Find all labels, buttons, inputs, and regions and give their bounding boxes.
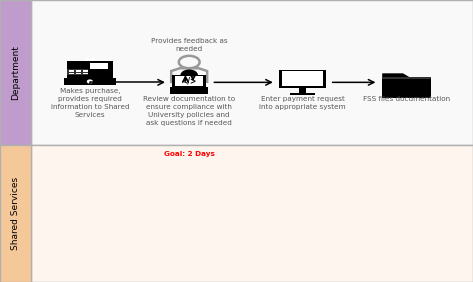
Bar [83,73,88,74]
Bar [85,58,95,61]
Bar [0,145,31,282]
Bar [31,0,473,145]
Text: FSS files documentation: FSS files documentation [363,96,450,102]
Bar [382,77,431,79]
Text: </>: </> [182,76,197,85]
Text: Enter payment request
into appropriate system: Enter payment request into appropriate s… [259,96,346,111]
Bar [69,70,74,72]
PathPatch shape [175,80,203,87]
Bar [382,78,431,98]
Bar [0,0,31,145]
Bar [31,145,473,282]
Bar [69,73,74,74]
Bar [290,93,315,95]
Bar [282,71,323,86]
Bar [76,70,81,72]
Bar [90,63,108,69]
Bar [172,75,206,87]
Bar [170,87,208,92]
Text: Provides feedback as
needed: Provides feedback as needed [151,38,228,52]
Text: Makes purchase,
provides required
information to Shared
Services: Makes purchase, provides required inform… [51,88,129,118]
Bar [64,78,116,85]
Text: Department: Department [11,45,20,100]
Bar [67,69,88,75]
Text: Review documentation to
ensure compliance with
University policies and
ask quest: Review documentation to ensure complianc… [143,96,235,126]
Bar [67,61,113,78]
Bar [299,87,306,94]
Bar [83,70,88,72]
Bar [170,92,208,94]
Bar [279,70,326,88]
Text: Goal: 2 Days: Goal: 2 Days [164,151,215,157]
Bar [76,73,81,74]
Circle shape [88,80,92,83]
Circle shape [181,70,197,80]
Bar [175,76,203,86]
Text: Shared Services: Shared Services [11,177,20,250]
Polygon shape [382,73,411,78]
